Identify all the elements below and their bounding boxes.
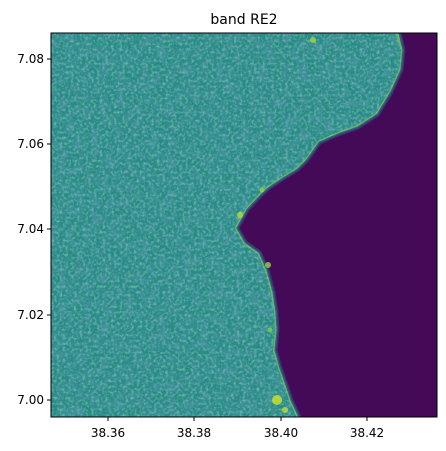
- x-tick-label: 38.36: [91, 426, 125, 440]
- water-area: [238, 33, 437, 417]
- x-tick-label: 38.38: [177, 426, 211, 440]
- x-tick-label: 38.40: [264, 426, 298, 440]
- axes-frame: [50, 32, 438, 418]
- y-tick-label: 7.04: [17, 222, 44, 236]
- x-tick-label: 38.42: [350, 426, 384, 440]
- bright-patch: [310, 37, 316, 43]
- bright-patch: [237, 212, 243, 218]
- bright-patch: [282, 407, 288, 413]
- bright-patch: [259, 187, 265, 193]
- plot-title: band RE2: [210, 12, 277, 28]
- y-axis: 7.08 7.06 7.04 7.02 7.00: [17, 52, 51, 407]
- raster-image: [51, 33, 437, 417]
- y-tick-label: 7.00: [17, 393, 44, 407]
- water-edge: [236, 33, 406, 417]
- y-tick-label: 7.06: [17, 137, 44, 151]
- y-tick-label: 7.02: [17, 308, 44, 322]
- y-tick-label: 7.08: [17, 52, 44, 66]
- bright-patch: [267, 327, 273, 333]
- x-axis: 38.36 38.38 38.40 38.42: [91, 417, 384, 440]
- bright-patch: [272, 395, 282, 405]
- bright-patch: [265, 262, 271, 268]
